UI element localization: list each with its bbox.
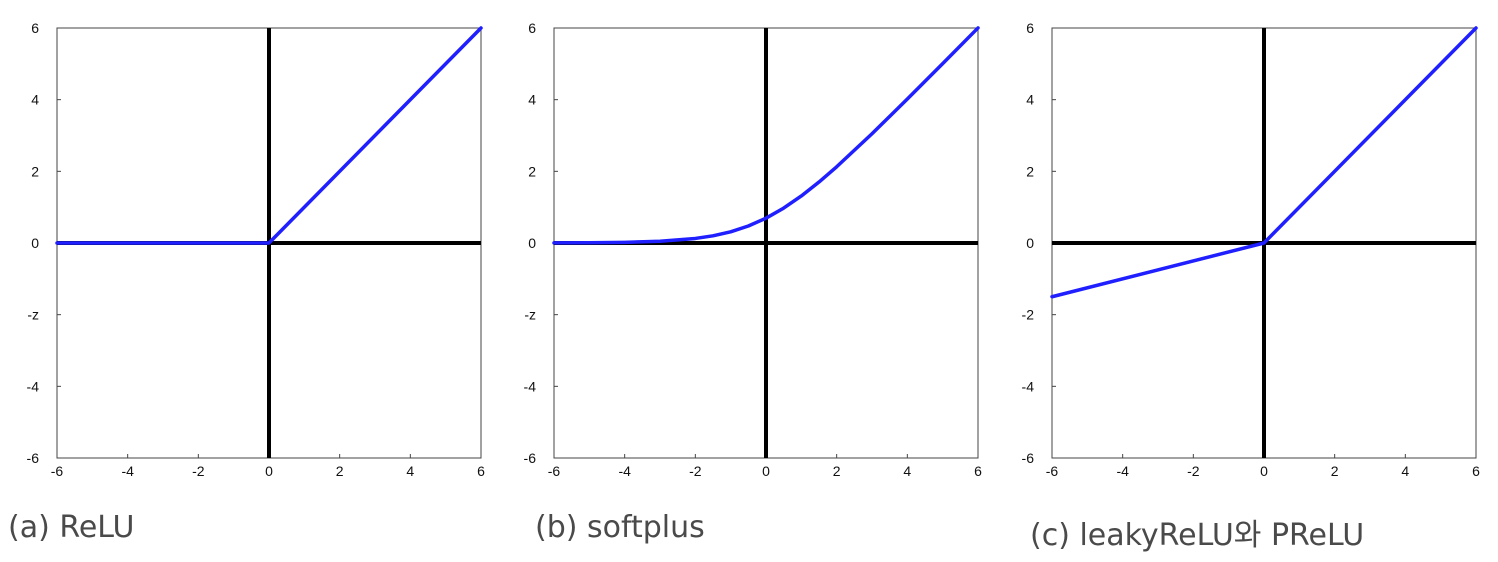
chart-softplus-y-tick-label: -z [524, 307, 536, 323]
chart-leaky-prelu: -6 -4 -2 0 2 4 6 6 4 2 0 -2 -4 -6 [1022, 20, 1481, 479]
chart-relu-y-tick-label: 0 [31, 235, 39, 251]
chart-leaky-prelu-y-tick-label: 0 [1026, 235, 1034, 251]
chart-relu-x-tick-label: 6 [477, 463, 485, 479]
chart-leaky-prelu-x-tick-label: -2 [1187, 463, 1200, 479]
chart-softplus-x-tick-label: -6 [548, 463, 561, 479]
chart-softplus: -6 -4 -2 0 2 4 6 6 4 2 0 -z -4 -6 [524, 20, 983, 479]
chart-leaky-prelu-x-tick-label: 2 [1331, 463, 1339, 479]
chart-relu-y-tick-label: 4 [31, 92, 39, 108]
chart-leaky-prelu-y-tick-label: -6 [1022, 450, 1035, 466]
chart-relu-x-tick-label: -6 [51, 463, 64, 479]
chart-relu-x-tick-label: -4 [121, 463, 134, 479]
chart-leaky-prelu-curve [1050, 26, 1478, 299]
chart-leaky-prelu-y-tick-label: -2 [1022, 307, 1035, 323]
chart-softplus-x-tick-label: 6 [974, 463, 982, 479]
chart-leaky-prelu-x-tick-label: -6 [1046, 463, 1059, 479]
chart-relu-y-tick-label: -4 [27, 378, 40, 394]
chart-relu-x-tick-label: -2 [192, 463, 205, 479]
chart-leaky-prelu-x-tick-label: 4 [1401, 463, 1409, 479]
caption-leaky-prelu: (c) leakyReLU와 PReLU [1030, 518, 1365, 553]
chart-relu-x-tick-label: 4 [406, 463, 414, 479]
chart-softplus-x-tick-label: 4 [903, 463, 911, 479]
chart-softplus-x-tick-label: 2 [833, 463, 841, 479]
chart-leaky-prelu-x-tick-label: 0 [1260, 463, 1268, 479]
chart-softplus-y-tick-label: 6 [528, 20, 536, 36]
chart-relu: -6 -4 -2 0 2 4 6 6 4 2 0 -z -4 -6 [27, 20, 486, 479]
chart-softplus-y-tick-label: 2 [528, 163, 536, 179]
chart-softplus-y-tick-label: -6 [524, 450, 537, 466]
chart-relu-curve [55, 26, 483, 245]
chart-leaky-prelu-y-tick-label: -4 [1022, 378, 1035, 394]
chart-softplus-y-tick-label: 0 [528, 235, 536, 251]
chart-relu-y-tick-label: 6 [31, 20, 39, 36]
chart-relu-y-tick-label: -6 [27, 450, 40, 466]
chart-relu-x-tick-label: 0 [265, 463, 273, 479]
chart-leaky-prelu-x-tick-label: 6 [1472, 463, 1480, 479]
caption-softplus: (b) softplus [535, 510, 705, 545]
caption-relu: (a) ReLU [8, 510, 135, 545]
chart-leaky-prelu-y-tick-label: 4 [1026, 92, 1034, 108]
chart-softplus-x-tick-label: 0 [762, 463, 770, 479]
chart-leaky-prelu-x-tick-label: -4 [1116, 463, 1129, 479]
chart-softplus-x-tick-label: -4 [618, 463, 631, 479]
chart-softplus-curve [552, 26, 980, 245]
chart-leaky-prelu-y-tick-label: 2 [1026, 163, 1034, 179]
chart-relu-x-tick-label: 2 [336, 463, 344, 479]
chart-softplus-y-tick-label: -4 [524, 378, 537, 394]
chart-relu-y-tick-label: -z [27, 307, 39, 323]
chart-relu-y-tick-label: 2 [31, 163, 39, 179]
chart-softplus-y-tick-label: 4 [528, 92, 536, 108]
chart-softplus-x-tick-label: -2 [689, 463, 702, 479]
chart-leaky-prelu-y-tick-label: 6 [1026, 20, 1034, 36]
